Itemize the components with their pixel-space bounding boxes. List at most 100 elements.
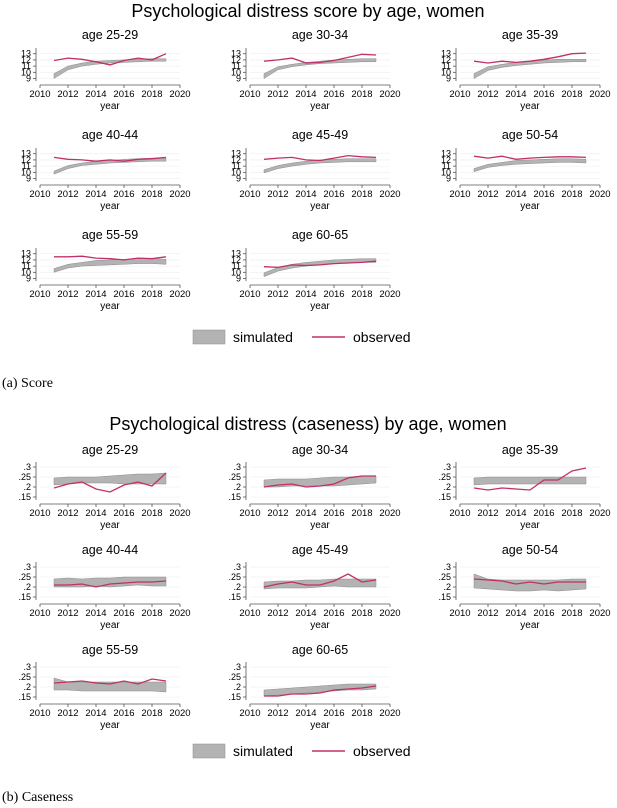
y-tick-label: 9	[26, 74, 31, 84]
y-tick-label: 13	[21, 249, 31, 259]
y-tick-label: .2	[233, 582, 241, 592]
x-tick-label: 2020	[169, 508, 190, 519]
x-tick-label: 2010	[239, 508, 260, 519]
y-tick-label: 9	[446, 174, 451, 184]
legend-simulated-swatch	[192, 743, 226, 759]
x-tick-label: 2012	[477, 189, 498, 200]
panel-title: age 60-65	[292, 643, 348, 657]
observed-line	[263, 53, 377, 64]
x-tick-label: 2010	[29, 89, 50, 100]
simulated-band	[263, 58, 377, 79]
y-tick-label: 9	[236, 74, 241, 84]
x-tick-label: 2018	[561, 189, 582, 200]
y-tick-label: 13	[21, 49, 31, 59]
simulated-band	[263, 683, 377, 697]
panel-title: age 45-49	[292, 128, 348, 142]
x-tick-label: 2020	[379, 708, 400, 719]
x-tick-label: 2010	[29, 508, 50, 519]
x-axis-label: year	[520, 620, 540, 631]
simulated-band	[473, 158, 587, 173]
observed-line	[473, 467, 587, 491]
x-tick-label: 2018	[141, 708, 162, 719]
x-tick-label: 2020	[589, 608, 610, 619]
x-tick-label: 2016	[113, 508, 134, 519]
x-tick-label: 2010	[449, 608, 470, 619]
figure-a-caption: (a) Score	[2, 376, 53, 391]
x-tick-label: 2018	[351, 608, 372, 619]
y-tick-label: 12	[21, 155, 31, 165]
panel-age-55-59: age 55-59 .15.2.25.3 2010 2012 2014 2016 2018 2…	[18, 643, 190, 731]
observed-line	[263, 260, 377, 269]
figure-b-title: Psychological distress (caseness) by age…	[109, 414, 506, 434]
observed-line	[473, 578, 586, 585]
y-tick-label: 11	[22, 161, 31, 171]
y-tick-label: 13	[231, 49, 241, 59]
y-tick-label: .25	[438, 572, 451, 582]
panel-title: age 60-65	[292, 228, 348, 242]
panel-title: age 35-39	[502, 443, 558, 457]
y-tick-label: 11	[22, 261, 31, 271]
x-tick-label: 2014	[505, 89, 526, 100]
y-tick-label: .15	[18, 492, 31, 502]
y-tick-label: 13	[231, 249, 241, 259]
panel-title: age 50-54	[502, 128, 558, 142]
y-tick-label: 9	[236, 174, 241, 184]
observed-line	[54, 255, 167, 261]
x-tick-label: 2018	[351, 708, 372, 719]
simulated-band	[53, 58, 167, 79]
simulated-band	[473, 476, 587, 486]
y-tick-label: .25	[228, 572, 241, 582]
y-tick-label: 9	[26, 174, 31, 184]
observed-line	[264, 685, 377, 697]
x-tick-label: 2020	[169, 89, 190, 100]
y-tick-label: .3	[443, 462, 451, 472]
x-axis-label: year	[100, 101, 120, 112]
y-tick-label: .15	[18, 592, 31, 602]
y-tick-label: 12	[231, 255, 241, 265]
x-tick-label: 2018	[141, 89, 162, 100]
x-tick-label: 2014	[295, 189, 316, 200]
y-tick-label: .15	[18, 692, 31, 702]
observed-line	[53, 53, 167, 66]
x-tick-label: 2016	[113, 608, 134, 619]
x-tick-label: 2018	[351, 89, 372, 100]
y-tick-label: 11	[442, 61, 451, 71]
observed-line	[53, 472, 167, 493]
simulated-band	[263, 258, 377, 278]
panel-age-30-34: age 30-34 .15.2.25.3 2010 2012 2014 2016 2018 2…	[228, 443, 400, 531]
x-tick-label: 2012	[477, 508, 498, 519]
x-axis-label: year	[100, 201, 120, 212]
legend-simulated-label: simulated	[233, 329, 293, 345]
x-axis-label: year	[100, 620, 120, 631]
y-tick-label: .3	[233, 662, 241, 672]
y-tick-label: 12	[21, 255, 31, 265]
x-tick-label: 2010	[29, 708, 50, 719]
x-axis-label: year	[520, 101, 540, 112]
y-tick-label: 11	[442, 161, 451, 171]
y-tick-label: .15	[438, 592, 451, 602]
x-tick-label: 2016	[323, 708, 344, 719]
y-tick-label: .25	[18, 672, 31, 682]
x-tick-label: 2012	[267, 189, 288, 200]
x-tick-label: 2012	[267, 708, 288, 719]
y-tick-label: .2	[23, 682, 31, 692]
x-tick-label: 2014	[505, 508, 526, 519]
x-tick-label: 2016	[113, 89, 134, 100]
x-tick-label: 2014	[295, 708, 316, 719]
x-axis-label: year	[520, 201, 540, 212]
x-tick-label: 2018	[351, 189, 372, 200]
panel-title: age 25-29	[82, 443, 138, 457]
panel-age-50-54: age 50-54 .15.2.25.3 2010 2012 2014 2016 2018 2…	[438, 543, 610, 631]
panel-title: age 25-29	[82, 28, 138, 42]
x-tick-label: 2014	[505, 608, 526, 619]
x-tick-label: 2014	[85, 508, 106, 519]
observed-line	[263, 475, 376, 488]
x-tick-label: 2020	[169, 289, 190, 300]
y-tick-label: 11	[232, 261, 241, 271]
y-tick-label: 10	[441, 167, 451, 177]
simulated-band	[53, 258, 167, 273]
x-tick-label: 2018	[561, 89, 582, 100]
